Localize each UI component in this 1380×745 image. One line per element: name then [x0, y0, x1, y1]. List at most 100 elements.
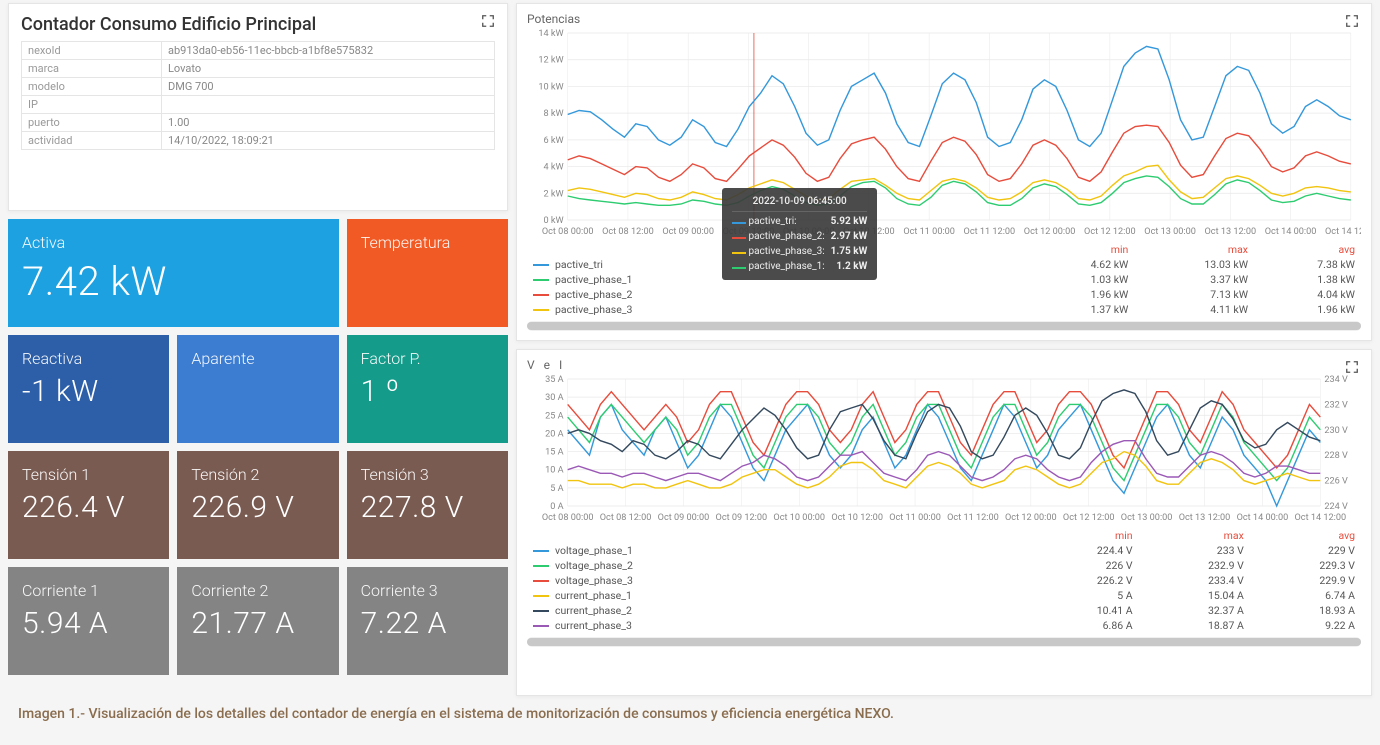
vei-panel: V e I 0 A5 A10 A15 A20 A25 A30 A35 A224 …: [516, 349, 1372, 696]
expand-icon[interactable]: [1345, 14, 1359, 28]
metric-tile[interactable]: Activa 7.42 kW: [8, 219, 339, 327]
info-val: ab913da0-eb56-11ec-bbcb-a1bf8e575832: [162, 42, 495, 60]
svg-text:Oct 09 00:00: Oct 09 00:00: [658, 513, 710, 523]
svg-text:Oct 09 12:00: Oct 09 12:00: [723, 227, 775, 237]
svg-text:Oct 10 00:00: Oct 10 00:00: [783, 227, 835, 237]
metric-tile[interactable]: Corriente 221.77 A: [177, 567, 338, 675]
meter-info-panel: Contador Consumo Edificio Principal nexo…: [8, 3, 508, 211]
vei-legend: minmaxavgvoltage_phase_1224.4 V233 V229 …: [527, 528, 1361, 633]
svg-text:8 kW: 8 kW: [543, 109, 563, 119]
legend-row[interactable]: voltage_phase_2226 V232.9 V229.3 V: [527, 558, 1361, 573]
info-key: puerto: [22, 114, 162, 132]
svg-text:10 A: 10 A: [545, 466, 564, 476]
svg-text:0 A: 0 A: [550, 502, 563, 512]
svg-text:35 A: 35 A: [545, 375, 564, 385]
tile-label: Temperatura: [361, 233, 494, 252]
tile-label: Reactiva: [22, 349, 155, 368]
svg-text:6 kW: 6 kW: [543, 136, 563, 146]
svg-text:12 kW: 12 kW: [538, 56, 563, 66]
svg-text:Oct 11 00:00: Oct 11 00:00: [903, 227, 955, 237]
metric-tiles: Activa 7.42 kW Temperatura Reactiva -1 kW Apa…: [8, 219, 508, 675]
svg-text:0 kW: 0 kW: [543, 216, 563, 226]
legend-row[interactable]: pactive_tri4.62 kW13.03 kW7.38 kW: [527, 257, 1361, 272]
svg-text:226 V: 226 V: [1324, 477, 1348, 487]
metric-tile[interactable]: Corriente 3 7.22 A: [347, 567, 508, 675]
tile-value: 7.42 kW: [22, 258, 325, 305]
svg-text:Oct 13 12:00: Oct 13 12:00: [1205, 227, 1257, 237]
svg-text:20 A: 20 A: [545, 429, 564, 439]
metric-tile[interactable]: Tensión 1 226.4 V: [8, 451, 169, 559]
tile-label: Activa: [22, 233, 325, 252]
metric-tile[interactable]: Corriente 15.94 A: [8, 567, 169, 675]
svg-text:2 kW: 2 kW: [543, 189, 563, 199]
info-val: 14/10/2022, 18:09:21: [162, 132, 495, 150]
svg-text:Oct 08 12:00: Oct 08 12:00: [600, 513, 652, 523]
info-key: IP: [22, 96, 162, 114]
svg-text:15 A: 15 A: [545, 448, 564, 458]
svg-text:Oct 14 12:00: Oct 14 12:00: [1294, 513, 1346, 523]
legend-row[interactable]: pactive_phase_21.96 kW7.13 kW4.04 kW: [527, 287, 1361, 302]
svg-text:Oct 09 12:00: Oct 09 12:00: [716, 513, 768, 523]
tile-value: 7.22 A: [361, 606, 494, 641]
tile-value: 226.9 V: [191, 490, 324, 525]
chart-title: Potencias: [527, 12, 1361, 26]
info-val: Lovato: [162, 60, 495, 78]
svg-text:224 V: 224 V: [1324, 502, 1348, 512]
chart-title: V e I: [527, 358, 1361, 372]
svg-text:Oct 13 12:00: Oct 13 12:00: [1179, 513, 1231, 523]
legend-row[interactable]: pactive_phase_31.37 kW4.11 kW1.96 kW: [527, 302, 1361, 317]
svg-text:Oct 10 12:00: Oct 10 12:00: [843, 227, 895, 237]
chart-scrollbar[interactable]: [527, 637, 1361, 647]
svg-text:14 kW: 14 kW: [538, 29, 563, 39]
svg-text:Oct 08 00:00: Oct 08 00:00: [542, 227, 594, 237]
info-key: marca: [22, 60, 162, 78]
tile-value: 1 º: [361, 374, 494, 409]
tile-value: 21.77 A: [191, 606, 324, 641]
legend-row[interactable]: pactive_phase_11.03 kW3.37 kW1.38 kW: [527, 272, 1361, 287]
tile-label: Tensión 2: [191, 465, 324, 484]
tile-label: Tensión 3: [361, 465, 494, 484]
svg-text:4 kW: 4 kW: [543, 163, 563, 173]
metric-tile[interactable]: Aparente: [177, 335, 338, 443]
tile-value: -1 kW: [22, 374, 155, 409]
potencias-panel: Potencias 0 kW2 kW4 kW6 kW8 kW10 kW12 kW…: [516, 3, 1372, 341]
svg-text:Oct 12 00:00: Oct 12 00:00: [1024, 227, 1076, 237]
svg-text:234 V: 234 V: [1324, 375, 1348, 385]
potencias-chart[interactable]: 0 kW2 kW4 kW6 kW8 kW10 kW12 kW14 kWOct 0…: [527, 28, 1361, 238]
legend-row[interactable]: current_phase_15 A15.04 A6.74 A: [527, 588, 1361, 603]
svg-text:Oct 14 12:00: Oct 14 12:00: [1325, 227, 1361, 237]
legend-row[interactable]: current_phase_36.86 A18.87 A9.22 A: [527, 618, 1361, 633]
panel-title: Contador Consumo Edificio Principal: [21, 14, 495, 35]
info-key: modelo: [22, 78, 162, 96]
svg-text:Oct 08 12:00: Oct 08 12:00: [602, 227, 654, 237]
tile-label: Corriente 3: [361, 581, 494, 600]
svg-text:230 V: 230 V: [1324, 426, 1348, 436]
potencias-legend: minmaxavgpactive_tri4.62 kW13.03 kW7.38 …: [527, 242, 1361, 317]
svg-text:Oct 11 12:00: Oct 11 12:00: [947, 513, 999, 523]
metric-tile[interactable]: Temperatura: [347, 219, 508, 327]
info-key: actividad: [22, 132, 162, 150]
svg-text:Oct 14 00:00: Oct 14 00:00: [1237, 513, 1289, 523]
info-key: nexoId: [22, 42, 162, 60]
svg-text:Oct 11 00:00: Oct 11 00:00: [889, 513, 941, 523]
expand-icon[interactable]: [1345, 360, 1359, 374]
tile-label: Corriente 1: [22, 581, 155, 600]
legend-row[interactable]: voltage_phase_1224.4 V233 V229 V: [527, 543, 1361, 558]
tile-value: 226.4 V: [22, 490, 155, 525]
metric-tile[interactable]: Tensión 3227.8 V: [347, 451, 508, 559]
metric-tile[interactable]: Factor P. 1 º: [347, 335, 508, 443]
vei-chart[interactable]: 0 A5 A10 A15 A20 A25 A30 A35 A224 V226 V…: [527, 374, 1361, 524]
metric-tile[interactable]: Reactiva -1 kW: [8, 335, 169, 443]
legend-row[interactable]: current_phase_210.41 A32.37 A18.93 A: [527, 603, 1361, 618]
legend-row[interactable]: voltage_phase_3226.2 V233.4 V229.9 V: [527, 573, 1361, 588]
chart-scrollbar[interactable]: [527, 321, 1361, 331]
svg-text:Oct 13 00:00: Oct 13 00:00: [1144, 227, 1196, 237]
svg-text:5 A: 5 A: [550, 484, 563, 494]
tile-label: Factor P.: [361, 349, 494, 368]
info-table: nexoIdab913da0-eb56-11ec-bbcb-a1bf8e5758…: [21, 41, 495, 150]
expand-icon[interactable]: [481, 14, 495, 28]
tile-label: Tensión 1: [22, 465, 155, 484]
metric-tile[interactable]: Tensión 2 226.9 V: [177, 451, 338, 559]
svg-text:25 A: 25 A: [545, 411, 564, 421]
svg-text:Oct 09 00:00: Oct 09 00:00: [662, 227, 714, 237]
